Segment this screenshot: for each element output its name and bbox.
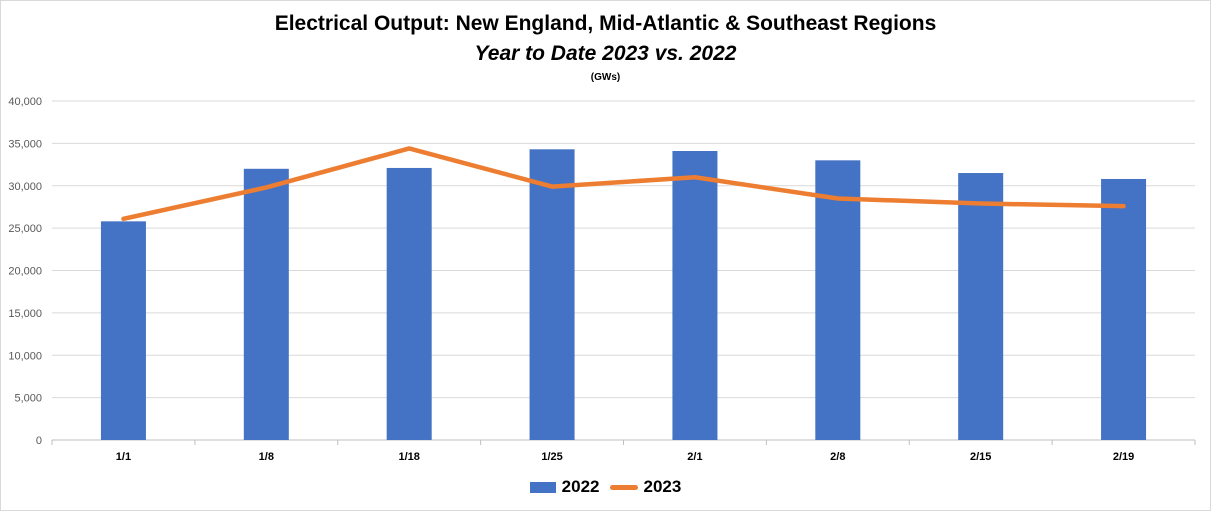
legend-item-2022: 2022	[529, 477, 600, 497]
bar-2022	[529, 149, 575, 440]
x-tick-label: 2/19	[1113, 451, 1134, 463]
x-tick-label: 2/8	[830, 451, 845, 463]
x-tick-label: 1/8	[259, 451, 274, 463]
legend-label-2022: 2022	[561, 477, 600, 496]
chart-unit: (GWs)	[590, 72, 621, 83]
bar-2022	[1101, 178, 1147, 440]
y-tick-label: 35,000	[8, 138, 42, 150]
legend: 2022 2023	[0, 477, 1211, 497]
bar-2022	[815, 160, 861, 440]
legend-swatch-2023	[609, 484, 638, 490]
y-tick-label: 30,000	[8, 181, 42, 193]
bar-2022	[243, 168, 289, 441]
y-tick-label: 25,000	[8, 223, 42, 235]
bar-2022	[672, 151, 718, 440]
y-tick-label: 5,000	[14, 393, 42, 405]
y-tick-label: 0	[36, 435, 42, 447]
bar-2022	[386, 167, 432, 440]
x-tick-label: 1/25	[541, 451, 562, 463]
y-tick-label: 40,000	[8, 96, 42, 108]
chart-subtitle: Year to Date 2023 vs. 2022	[474, 42, 737, 65]
legend-swatch-2022	[529, 481, 556, 493]
x-tick-label: 2/1	[687, 451, 702, 463]
bar-2022	[958, 173, 1004, 440]
x-tick-label: 1/1	[116, 451, 131, 463]
y-tick-label: 15,000	[8, 308, 42, 320]
legend-label-2023: 2023	[643, 477, 682, 496]
chart-title: Electrical Output: New England, Mid-Atla…	[274, 12, 937, 35]
legend-item-2023: 2023	[609, 477, 682, 497]
y-tick-label: 10,000	[8, 350, 42, 362]
y-tick-label: 20,000	[8, 266, 42, 278]
x-tick-label: 2/15	[970, 451, 991, 463]
bar-2022	[100, 221, 146, 440]
line-2023	[121, 146, 1126, 222]
x-tick-label: 1/18	[398, 451, 419, 463]
